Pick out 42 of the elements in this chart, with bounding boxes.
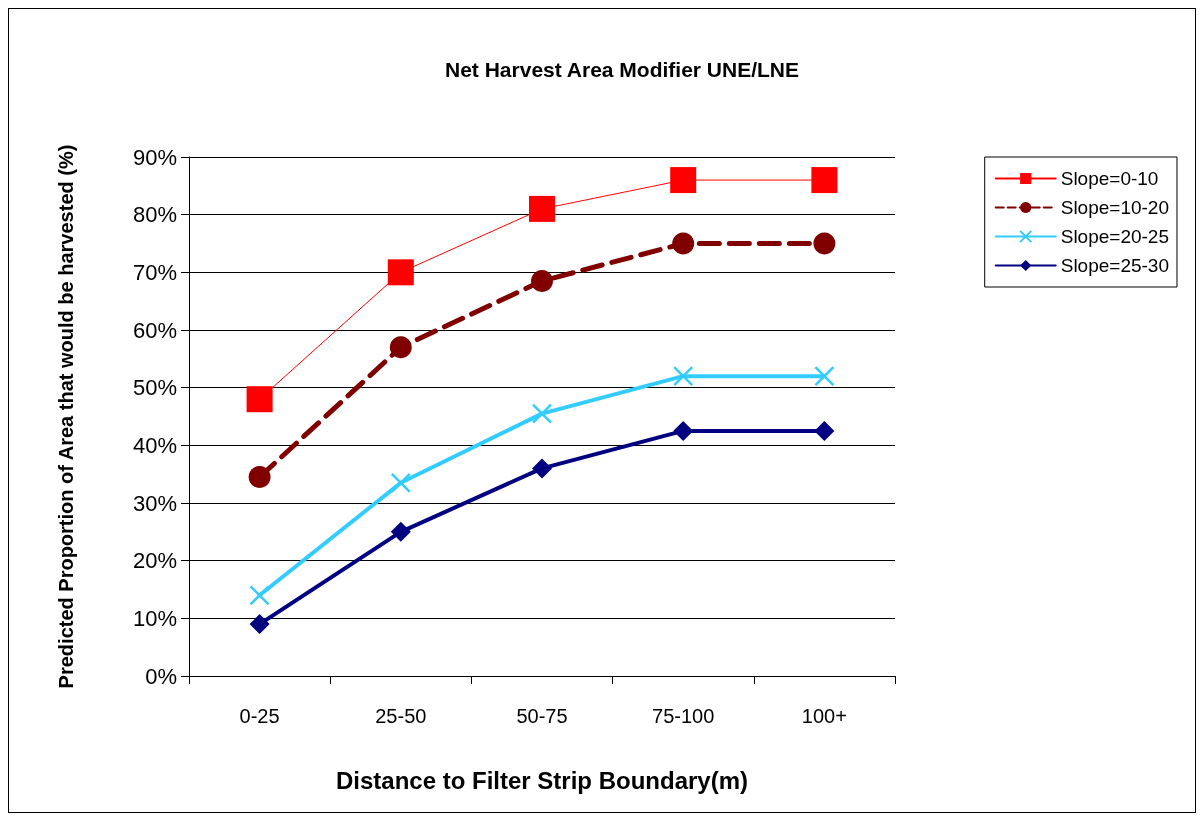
point bbox=[670, 167, 697, 194]
point bbox=[531, 403, 553, 424]
point bbox=[814, 420, 835, 441]
x-axis-title: Distance to Filter Strip Boundary(m) bbox=[335, 766, 749, 794]
point bbox=[811, 167, 838, 194]
point bbox=[532, 458, 552, 479]
point bbox=[673, 420, 694, 441]
x-tick-label: 25-50 bbox=[375, 705, 427, 727]
point bbox=[249, 614, 270, 635]
x-tick-label: 75-100 bbox=[652, 705, 715, 727]
y-tick-label: 90% bbox=[132, 144, 177, 170]
x-tick-label: 0-25 bbox=[239, 705, 280, 727]
point bbox=[390, 472, 412, 494]
point bbox=[813, 232, 836, 255]
point bbox=[814, 365, 835, 387]
legend-label: Slope=10-20 bbox=[1060, 197, 1170, 218]
y-tick-label: 80% bbox=[132, 202, 177, 228]
point bbox=[672, 232, 695, 255]
y-tick-label: 0% bbox=[145, 663, 177, 689]
y-axis-title: Predicted Proportion of Area that would be harvested (%) bbox=[55, 144, 77, 689]
point bbox=[389, 336, 412, 359]
point bbox=[529, 195, 555, 222]
point bbox=[390, 521, 411, 542]
point bbox=[672, 365, 694, 387]
point bbox=[248, 466, 271, 489]
point bbox=[531, 269, 553, 292]
y-tick-label: 40% bbox=[132, 432, 177, 458]
y-tick-label: 10% bbox=[132, 605, 177, 631]
y-tick-label: 20% bbox=[132, 548, 177, 574]
legend-label: Slope=25-30 bbox=[1060, 255, 1170, 276]
y-tick-label: 60% bbox=[132, 317, 177, 343]
x-tick-label: 100+ bbox=[801, 705, 847, 727]
point bbox=[249, 585, 270, 606]
point bbox=[246, 386, 273, 413]
y-tick-label: 70% bbox=[132, 259, 177, 285]
x-tick-label: 50-75 bbox=[516, 705, 568, 727]
chart-title: Net Harvest Area Modifier UNE/LNE bbox=[445, 58, 799, 81]
y-tick-label: 50% bbox=[132, 375, 177, 401]
legend-label: Slope=0-10 bbox=[1060, 168, 1159, 189]
legend-label: Slope=20-25 bbox=[1060, 226, 1170, 247]
y-tick-label: 30% bbox=[132, 490, 177, 516]
point bbox=[387, 259, 414, 286]
